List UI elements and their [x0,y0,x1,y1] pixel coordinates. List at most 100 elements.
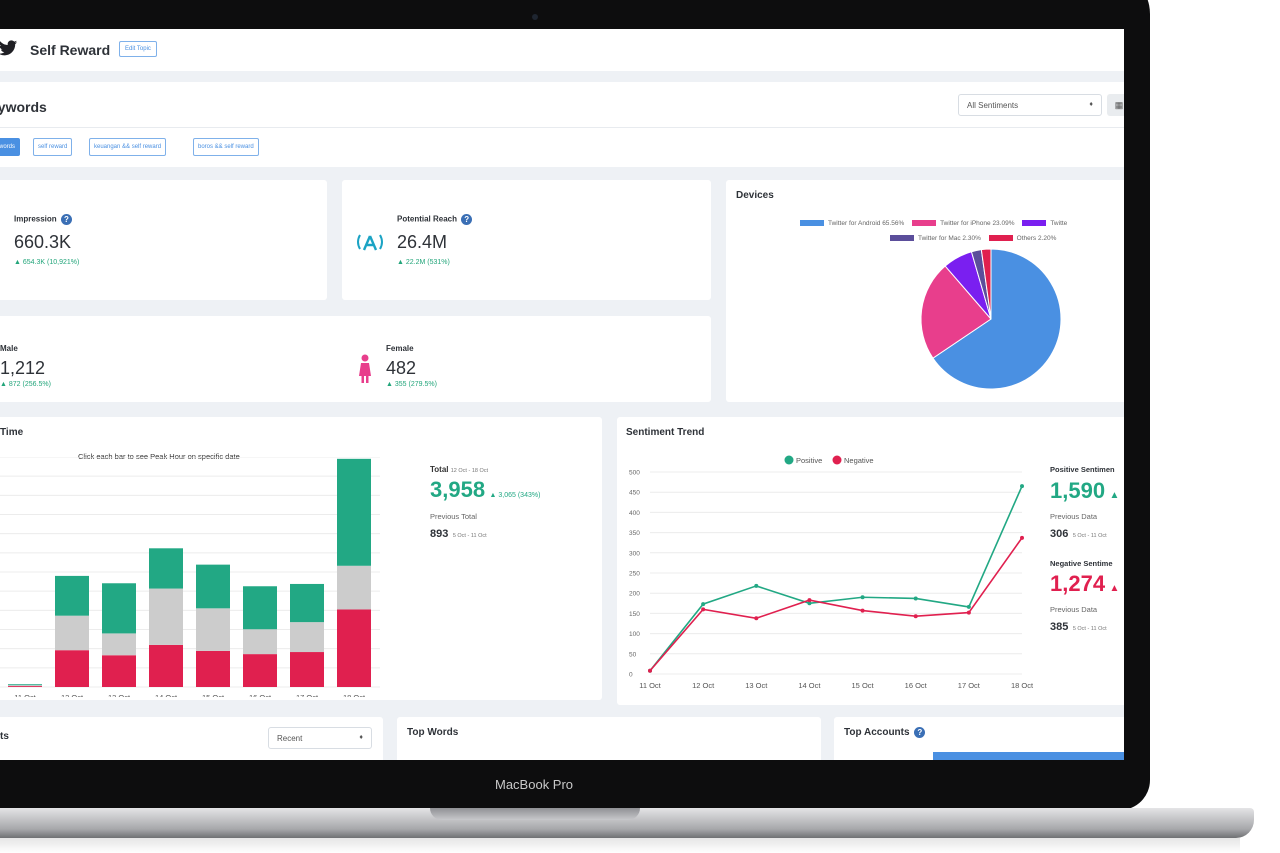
series-line[interactable] [649,485,1023,672]
data-point[interactable] [913,614,918,619]
keyword-chip-all[interactable]: words [0,138,21,156]
up-arrow-icon: ▲ [0,381,7,388]
up-arrow-icon: ▲ [1109,583,1120,594]
male-label: Male [0,344,18,353]
top-account-bar[interactable] [933,752,1124,760]
help-icon[interactable]: ? [60,214,72,225]
series-line[interactable] [649,537,1023,672]
legend-mac: Twitter for Mac 2.30% [918,235,981,242]
device-label: MacBook Pro [495,777,574,792]
bar-segment[interactable] [102,655,136,687]
devices-legend-row-1: Twitter for Android 65.56% Twitter for i… [794,220,1067,227]
previous-total-value: 893 [430,528,449,540]
bar-segment[interactable] [196,650,230,687]
positive-prev-range: 5 Oct - 11 Oct [1072,533,1107,539]
previous-total-label: Previous Total [430,512,477,521]
sentiment-line-chart[interactable]: 0 50 100 150 200 250 300 350 400 450 500 11 Oct 12 O… [617,447,1042,702]
calendar-icon[interactable]: ▦ [1107,94,1124,116]
total-label-row: Total 12 Oct - 18 Oct [430,465,488,474]
y-tick-label: 400 [629,510,640,517]
reach-card: Potential Reach ? 26.4M ▲ 22.2M (531%) [342,180,711,300]
keyword-chip-keuangan[interactable]: keuangan && self reward [89,138,167,156]
tweets-title: ts [0,731,9,742]
data-point[interactable] [966,610,971,615]
bar-segment[interactable] [8,686,42,687]
legend-swatch [912,220,937,227]
bar-segment[interactable] [337,609,371,687]
sort-select[interactable]: Recent ♦ [268,727,372,749]
data-point[interactable] [913,596,918,601]
bar-segment[interactable] [55,650,89,687]
bar-segment[interactable] [196,564,230,609]
broadcast-icon [357,234,383,251]
bar-segment[interactable] [243,586,277,630]
pie-slice[interactable] [980,248,992,320]
bar-segment[interactable] [55,615,89,651]
x-tick-label: 18 Oct [1011,681,1034,690]
x-tick-label: 12 Oct [61,693,84,697]
time-bar-chart[interactable]: 11 Oct 12 Oct 13 Oct 14 Oct 15 Oct 16 Oct 17 O… [0,457,385,697]
data-point[interactable] [1020,535,1024,540]
select-arrow-icon: ♦ [1089,101,1093,108]
total-value-row: 3,958 ▲ 3,065 (343%) [430,477,540,503]
bar-segment[interactable] [55,575,89,616]
sentiment-select-value: All Sentiments [967,101,1019,110]
gender-card: Male 1,212 ▲ 872 (256.5%) Female 482 ▲ 3… [0,316,711,402]
previous-total-row: 893 5 Oct - 11 Oct [430,524,487,542]
data-point[interactable] [966,604,971,609]
data-point[interactable] [807,598,812,603]
x-tick-label: 13 Oct [108,693,131,697]
bar-segment[interactable] [243,629,277,655]
legend-label: Negative [844,456,874,465]
bar-segment[interactable] [290,583,324,623]
data-point[interactable] [701,602,706,607]
bar-segment[interactable] [337,458,371,566]
bar-segment[interactable] [337,565,371,610]
bar-segment[interactable] [149,644,183,687]
sentiment-select[interactable]: All Sentiments ♦ [958,94,1102,116]
keyword-chip-self-reward[interactable]: self reward [33,138,73,156]
y-tick-label: 500 [629,470,640,477]
impression-value: 660.3K [14,232,72,252]
female-delta-text: 355 (279.5%) [394,381,437,388]
bar-segment[interactable] [8,685,42,687]
keyword-chip-boros[interactable]: boros && self reward [193,138,259,156]
bar-segment[interactable] [290,622,324,653]
legend-marker [784,455,794,465]
data-point[interactable] [754,616,759,621]
data-point[interactable] [860,608,865,613]
camera-dot [532,14,538,20]
total-range: 12 Oct - 18 Oct [450,468,489,474]
bar-segment[interactable] [196,608,230,651]
impression-delta-text: 654.3K (10,921%) [22,259,80,266]
positive-prev-value: 306 [1050,528,1069,540]
bar-segment[interactable] [102,633,136,656]
y-tick-label: 250 [629,571,640,578]
data-point[interactable] [860,595,865,600]
legend-swatch [1022,220,1047,227]
data-point[interactable] [701,607,706,612]
bar-segment[interactable] [290,652,324,687]
sentiment-title: Sentiment Trend [626,427,705,438]
total-value: 3,958 [430,477,486,502]
data-point[interactable] [1020,484,1024,489]
negative-prev-range: 5 Oct - 11 Oct [1072,626,1107,632]
data-point[interactable] [754,583,759,588]
impression-label-row: Impression ? [14,214,72,225]
pie-slice[interactable] [920,265,992,359]
legend-others: Others 2.20% [1016,235,1057,242]
bar-segment[interactable] [149,548,183,589]
bar-segment[interactable] [8,684,42,686]
bar-segment[interactable] [102,583,136,634]
edit-topic-button[interactable]: Edit Topic [119,41,157,57]
help-icon[interactable]: ? [914,727,926,738]
pie-slice[interactable] [932,248,1062,390]
bar-segment[interactable] [243,654,277,687]
reach-delta-text: 22.2M (531%) [405,259,450,266]
bar-segment[interactable] [149,588,183,645]
data-point[interactable] [648,668,652,673]
help-icon[interactable]: ? [461,214,473,225]
sentiment-card: Sentiment Trend 0 50 100 150 200 250 300 350 400… [617,417,1124,705]
reach-delta: ▲ 22.2M (531%) [397,259,450,266]
data-point[interactable] [807,601,812,606]
